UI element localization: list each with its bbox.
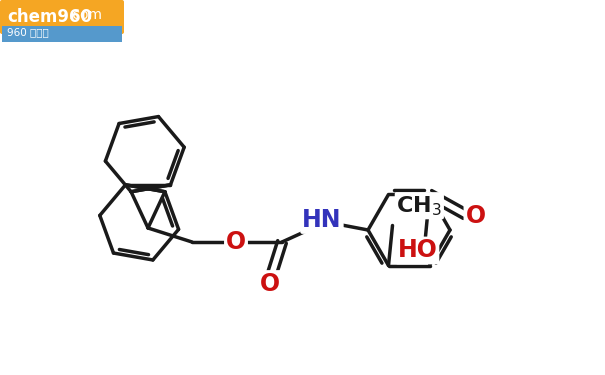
Text: O: O bbox=[465, 204, 486, 228]
Text: .com: .com bbox=[69, 8, 103, 22]
Bar bbox=[2, 26, 122, 42]
Text: chem960: chem960 bbox=[7, 8, 92, 26]
Text: O: O bbox=[226, 230, 246, 254]
Text: O: O bbox=[260, 272, 280, 296]
Text: CH$_3$: CH$_3$ bbox=[396, 194, 442, 217]
FancyBboxPatch shape bbox=[0, 0, 124, 34]
Text: HO: HO bbox=[397, 238, 437, 262]
Text: 960 化工网: 960 化工网 bbox=[7, 27, 49, 37]
Text: HN: HN bbox=[302, 208, 342, 232]
